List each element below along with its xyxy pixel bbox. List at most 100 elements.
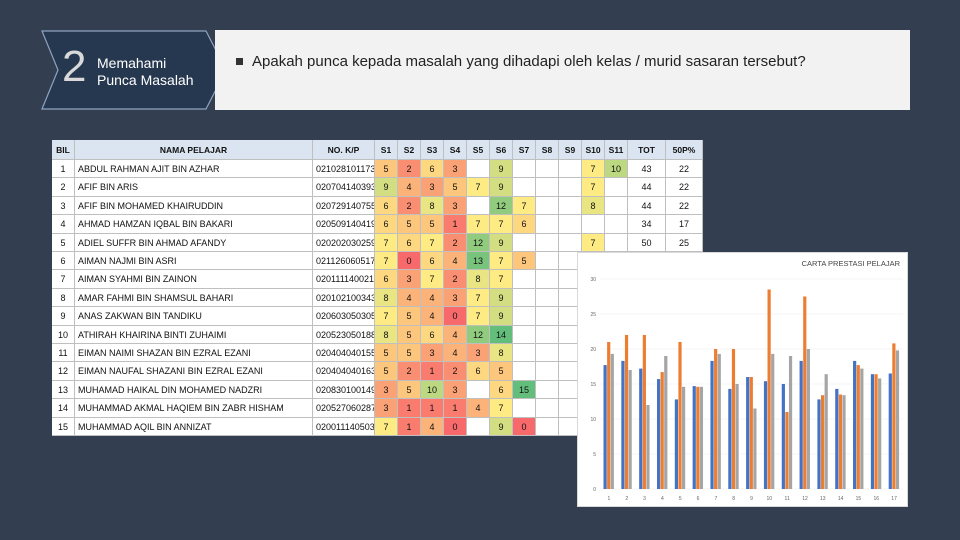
bar [628,370,632,489]
table-cell: 7 [375,417,398,436]
table-cell [605,215,628,234]
table-cell [536,399,559,418]
bar [624,335,629,489]
table-cell: 7 [467,215,490,234]
bar [642,335,646,489]
table-cell [513,178,536,197]
table-cell: 7 [421,270,444,289]
student-name: MUHAMMAD AKMAL HAQIEM BIN ZABR HISHAM [75,399,313,418]
table-cell [513,362,536,381]
bar [824,374,828,489]
table-header: S1 [375,140,398,160]
student-name: AIMAN NAJMI BIN ASRI [75,252,313,271]
table-cell [605,233,628,252]
table-cell [536,215,559,234]
table-cell: 9 [490,178,513,197]
table-cell [582,215,605,234]
table-cell: 3 [444,380,467,400]
table-cell: 8 [421,196,444,216]
table-cell: 17 [666,215,703,234]
table-header: S8 [536,140,559,160]
bar [888,373,892,489]
table-cell: 7 [490,252,513,271]
table-cell: 5 [513,252,536,271]
bar [799,360,803,489]
table-cell [536,288,559,308]
table-cell: 3 [375,380,398,400]
student-name: AHMAD HAMZAN IQBAL BIN BAKARI [75,215,313,234]
bullet [236,58,243,65]
bar [710,360,714,489]
table-cell: 25 [666,233,703,252]
bar [656,379,661,489]
table-cell: 8 [467,270,490,289]
table-cell: 7 [582,160,605,179]
bar [788,356,793,489]
bar [692,386,696,489]
table-cell: 2 [444,270,467,289]
bar [735,384,739,489]
table-cell: 6 [421,160,444,179]
table-header: S7 [513,140,536,160]
student-name: ANAS ZAKWAN BIN TANDIKU [75,307,313,326]
table-cell: 7 [490,399,513,418]
table-cell: 3 [52,196,75,216]
table-cell: 8 [375,325,398,344]
x-tick-label: 17 [891,496,897,502]
table-cell [559,215,582,234]
x-tick-label: 3 [643,496,646,502]
table-header: S9 [559,140,582,160]
table-cell [536,233,559,252]
table-cell: 7 [490,215,513,234]
table-cell: 4 [421,307,444,326]
x-tick-label: 10 [767,496,773,502]
table-cell: 4 [398,178,421,197]
table-cell: 1 [444,215,467,234]
chart-image: CARTA PRESTASI PELAJAR 0 5 10 15 20 25 30 1 2 3 4 5… [577,252,908,507]
table-cell [536,178,559,197]
x-tick-label: 13 [820,496,826,502]
table-cell: 4 [421,417,444,436]
id-number: 020404040163 [313,362,375,381]
bar [874,374,878,489]
student-name: ADIEL SUFFR BIN AHMAD AFANDY [75,233,313,252]
table-cell [513,307,536,326]
table-cell [536,307,559,326]
table-cell: 10 [421,380,444,400]
y-tick-label: 0 [593,487,596,493]
bar [731,349,736,489]
table-cell: 4 [444,344,467,363]
table-cell [513,160,536,179]
table-cell [513,325,536,344]
table-cell: 14 [490,325,513,344]
id-number: 021126060517 [313,252,375,271]
y-tick-label: 5 [593,452,596,458]
bar [749,377,753,489]
question: Apakah punca kepada masalah yang dihadap… [252,53,806,70]
table-cell [467,380,490,400]
y-tick-label: 10 [590,417,596,423]
table-cell [513,233,536,252]
bar [699,386,704,489]
y-tick-label: 25 [590,312,596,318]
table-cell: 8 [490,344,513,363]
table-cell [536,196,559,216]
bar [660,372,664,489]
table-cell [559,160,582,179]
x-tick-label: 11 [785,496,790,502]
bar [682,386,686,489]
bar [763,381,768,489]
table-cell [536,380,559,400]
bar [817,399,821,489]
table-header: S4 [444,140,467,160]
table-cell: 12 [467,233,490,252]
table-cell: 5 [52,233,75,252]
table-cell: 1 [421,399,444,418]
x-tick-label: 14 [838,496,844,502]
id-number: 020830100149 [313,380,375,400]
table-cell [536,270,559,289]
table-cell: 0 [444,307,467,326]
table-cell: 3 [421,344,444,363]
bar [753,408,757,489]
